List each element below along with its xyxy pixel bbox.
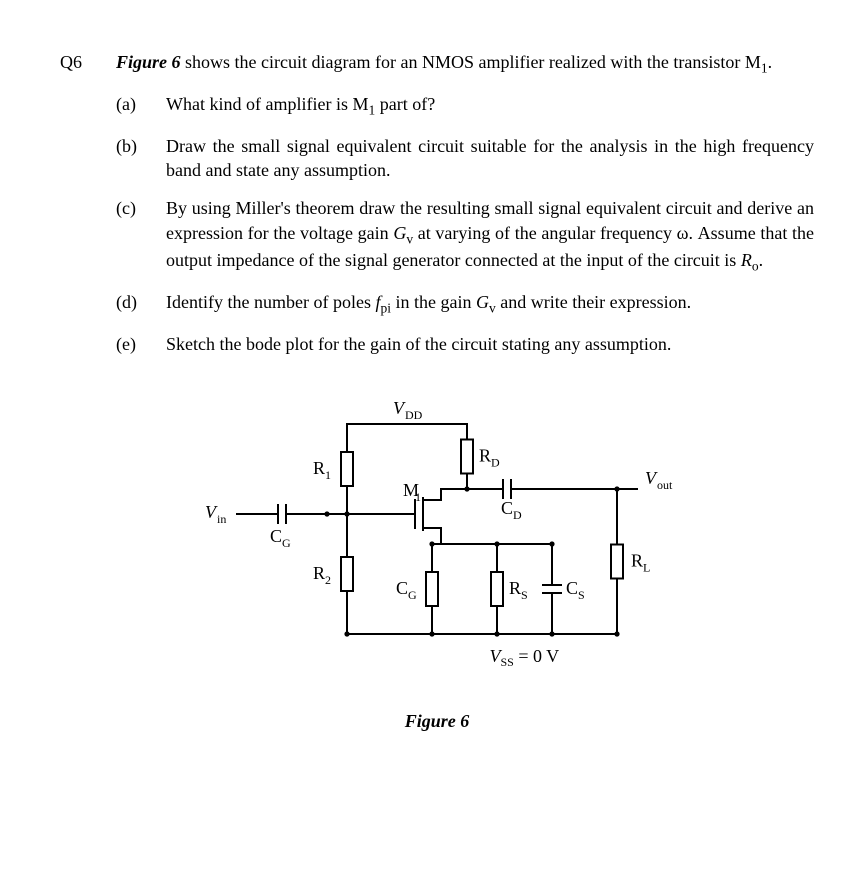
svg-text:C: C	[396, 578, 408, 598]
part-text: Draw the small signal equivalent circuit…	[166, 134, 814, 183]
part-e: (e) Sketch the bode plot for the gain of…	[116, 332, 814, 356]
svg-text:D: D	[513, 508, 522, 522]
part-c: (c) By using Miller's theorem draw the r…	[116, 196, 814, 276]
svg-text:G: G	[282, 536, 291, 550]
circuit-svg: VDDR1RDCGVinR2M1CDRLVoutCGRSCSVSS = 0 V	[177, 384, 697, 684]
svg-text:DD: DD	[405, 408, 423, 422]
part-a: (a) What kind of amplifier is M1 part of…	[116, 92, 814, 120]
svg-text:C: C	[566, 578, 578, 598]
part-label: (c)	[116, 196, 166, 220]
svg-text:1: 1	[325, 468, 331, 482]
part-text: Sketch the bode plot for the gain of the…	[166, 332, 814, 356]
svg-text:D: D	[491, 456, 500, 470]
svg-text:2: 2	[325, 573, 331, 587]
part-d: (d) Identify the number of poles fpi in …	[116, 290, 814, 318]
circuit-figure: VDDR1RDCGVinR2M1CDRLVoutCGRSCSVSS = 0 V	[60, 384, 814, 690]
part-label: (a)	[116, 92, 166, 116]
part-b: (b) Draw the small signal equivalent cir…	[116, 134, 814, 183]
svg-text:in: in	[217, 512, 226, 526]
svg-text:G: G	[408, 588, 417, 602]
svg-text:S: S	[521, 588, 528, 602]
svg-text:R: R	[313, 563, 325, 583]
intro-text: Figure 6 shows the circuit diagram for a…	[116, 50, 814, 78]
figure-caption: Figure 6	[60, 709, 814, 733]
svg-text:1: 1	[415, 490, 421, 504]
part-text: By using Miller's theorem draw the resul…	[166, 196, 814, 276]
question-intro: Q6 Figure 6 shows the circuit diagram fo…	[60, 50, 814, 78]
svg-text:R: R	[631, 551, 643, 571]
part-label: (d)	[116, 290, 166, 314]
svg-text:R: R	[479, 446, 491, 466]
svg-text:S: S	[578, 588, 585, 602]
svg-text:R: R	[313, 458, 325, 478]
part-text: Identify the number of poles fpi in the …	[166, 290, 814, 318]
svg-text:out: out	[657, 478, 673, 492]
part-text: What kind of amplifier is M1 part of?	[166, 92, 814, 120]
part-label: (b)	[116, 134, 166, 158]
svg-text:L: L	[643, 561, 650, 575]
svg-text:C: C	[501, 498, 513, 518]
question-number: Q6	[60, 50, 116, 74]
part-label: (e)	[116, 332, 166, 356]
svg-text:R: R	[509, 578, 521, 598]
svg-text:VSS = 0 V: VSS = 0 V	[490, 646, 560, 669]
svg-text:C: C	[270, 526, 282, 546]
